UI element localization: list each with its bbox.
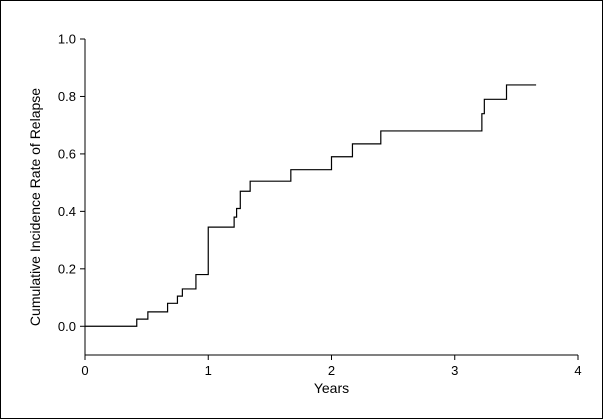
y-tick-label: 0.4 [58,204,76,219]
x-tick-label: 0 [81,363,88,378]
ticks: 0.0 0.2 0.4 0.6 0.8 1.0 0 1 2 3 4 [58,32,582,379]
x-axis-label: Years [314,380,349,396]
x-tick-label: 1 [205,363,212,378]
axes [84,39,578,356]
y-tick-label: 0.8 [58,89,76,104]
cumulative-incidence-step-line [85,84,537,327]
x-tick-label: 3 [451,363,458,378]
x-tick-label: 2 [328,363,335,378]
series-layer [85,84,537,327]
y-tick-label: 1.0 [58,32,76,47]
y-tick-label: 0.2 [58,261,76,276]
x-tick-label: 4 [574,363,581,378]
y-axis-label: Cumulative Incidence Rate of Relapse [27,88,43,326]
y-tick-label: 0.6 [58,146,76,161]
y-tick-label: 0.0 [58,319,76,334]
